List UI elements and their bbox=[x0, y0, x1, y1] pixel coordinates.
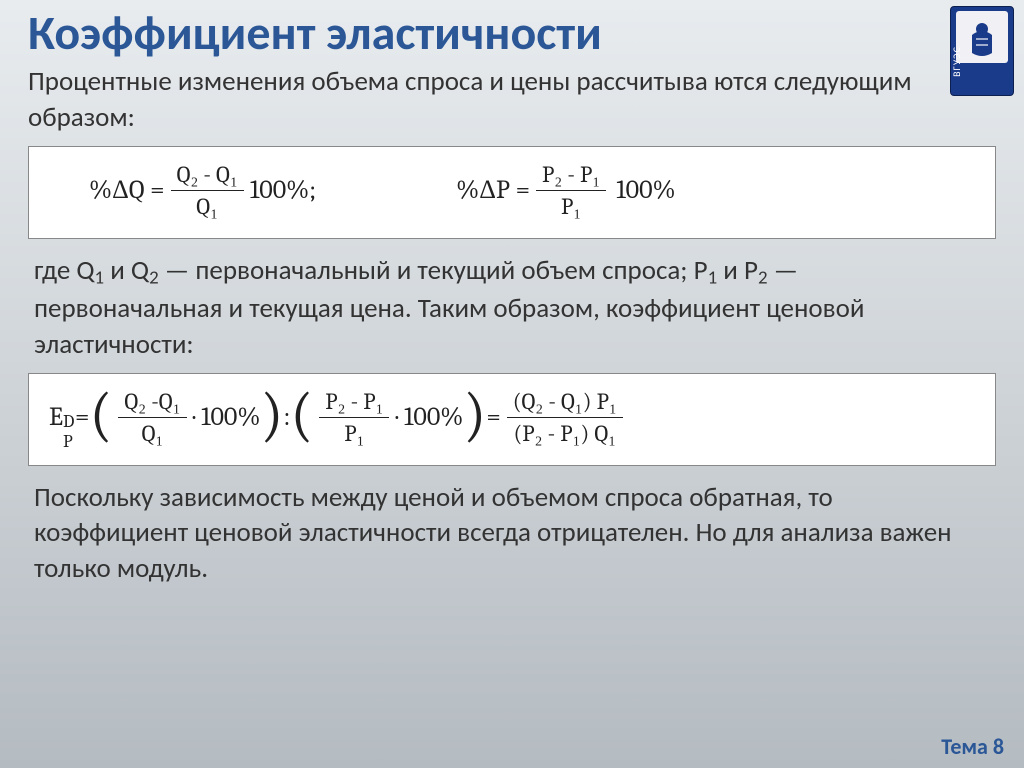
f2-sub: P bbox=[63, 431, 73, 452]
f1-num-q: Q₂ - Q₁ bbox=[171, 161, 244, 191]
f1-den-p: P₁ bbox=[555, 191, 587, 220]
f1-tail-q: 100%; bbox=[250, 175, 316, 205]
f2-frac1: Q₂ -Q₁ Q₁ bbox=[118, 388, 186, 447]
f2-mid2: · 100% bbox=[395, 402, 463, 432]
f2-den3: (P₂ - P₁) Q₁ bbox=[508, 418, 623, 447]
p2-b: и Q bbox=[104, 254, 149, 287]
formula-box-2: EDP = ( Q₂ -Q₁ Q₁ · 100% ) : ( P₂ - P₁ P… bbox=[28, 373, 996, 466]
f2-eq1: = bbox=[75, 402, 89, 432]
university-logo: ВГУЭС bbox=[950, 6, 1014, 96]
p2-d: и P bbox=[717, 254, 758, 287]
conclusion-paragraph: Поскольку зависимость между ценой и объе… bbox=[34, 480, 990, 587]
definitions-paragraph: где Q1 и Q2 — первоначальный и текущий о… bbox=[34, 253, 990, 363]
f2-lhs: EDP bbox=[49, 402, 75, 432]
f2-num3: (Q₂ - Q₁) P₁ bbox=[507, 388, 623, 418]
f1-lhs-q: %ΔQ = bbox=[89, 175, 165, 205]
f2-eq2: = bbox=[486, 402, 500, 432]
f1-frac-p: P₂ - P₁ P₁ bbox=[536, 161, 606, 220]
f2-num1: Q₂ -Q₁ bbox=[118, 388, 186, 418]
f2-den2: P₁ bbox=[338, 418, 370, 447]
slide-title: Коэффициент эластичности bbox=[28, 8, 996, 58]
f2-lparen1: ( bbox=[89, 391, 112, 439]
f1-den-q: Q₁ bbox=[190, 191, 224, 220]
formula-box-1: %ΔQ = Q₂ - Q₁ Q₁ 100%; %ΔP = P₂ - P₁ P₁ … bbox=[28, 146, 996, 239]
f1-frac-q: Q₂ - Q₁ Q₁ bbox=[171, 161, 244, 220]
f2-colon: : bbox=[283, 402, 290, 432]
f1-num-p: P₂ - P₁ bbox=[536, 161, 606, 191]
p2-c: — первоначальный и текущий объем спроса;… bbox=[159, 254, 708, 287]
f2-lparen2: ( bbox=[290, 391, 313, 439]
f2-rparen1: ) bbox=[261, 391, 284, 439]
logo-text: ВГУЭС bbox=[950, 46, 963, 77]
f2-rparen2: ) bbox=[463, 391, 486, 439]
f2-E: E bbox=[49, 402, 63, 432]
f2-frac2: P₂ - P₁ P₁ bbox=[319, 388, 389, 447]
f2-num2: P₂ - P₁ bbox=[319, 388, 389, 418]
p2-a: где Q bbox=[34, 254, 95, 287]
f2-den1: Q₁ bbox=[136, 418, 170, 447]
f1-lhs-p: %ΔP = bbox=[456, 175, 530, 205]
f2-frac3: (Q₂ - Q₁) P₁ (P₂ - P₁) Q₁ bbox=[507, 388, 623, 447]
f2-sup: D bbox=[63, 411, 74, 432]
intro-paragraph: Процентные изменения объема спроса и цен… bbox=[28, 64, 996, 135]
f1-tail-p: 100% bbox=[616, 175, 675, 205]
slide-footer: Тема 8 bbox=[941, 733, 1004, 760]
f2-mid1: · 100% bbox=[193, 402, 261, 432]
logo-emblem bbox=[956, 11, 1008, 63]
